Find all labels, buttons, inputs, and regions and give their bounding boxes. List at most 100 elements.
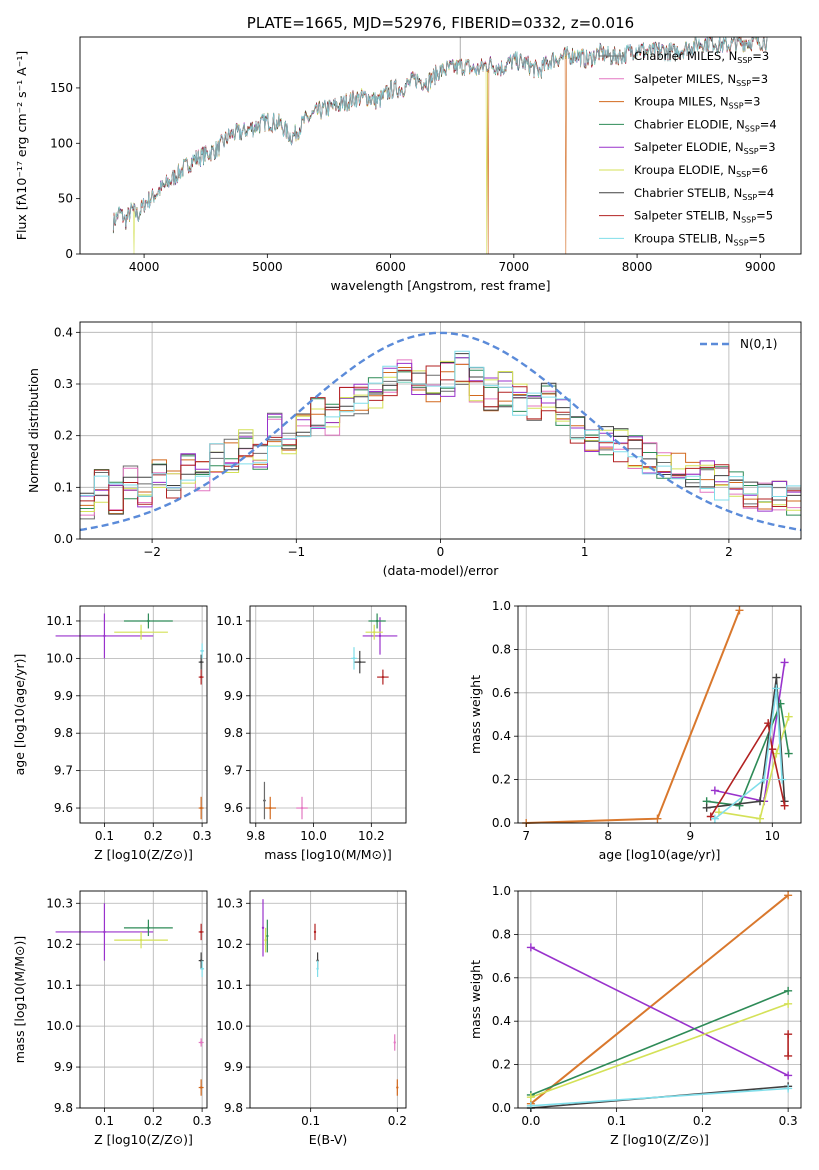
y-tick-label: 0.8 — [492, 927, 511, 941]
y-tick-label: 150 — [50, 81, 73, 95]
y-tick-label: 0.6 — [492, 686, 511, 700]
y-tick-label: 1.0 — [492, 884, 511, 898]
x-axis-label: Z [log10(Z/Z⊙)] — [94, 1132, 193, 1147]
x-tick-label: 8000 — [622, 260, 653, 274]
y-tick-label: 9.9 — [54, 1060, 73, 1074]
data-point — [396, 1086, 399, 1089]
data-point — [200, 649, 204, 653]
series-marker — [772, 673, 781, 682]
legend-label: Salpeter STELIB, NSSP=5 — [634, 209, 773, 225]
series-marker — [755, 797, 764, 806]
age_vs_mass-panel: 9.8 10.0 10.2 9.6 9.7 9.8 9.9 10.0 10.1 mass [log… — [216, 605, 407, 862]
x-tick-label: 0.1 — [301, 1114, 320, 1128]
x-tick-label: 0 — [437, 545, 445, 559]
series-marker — [702, 803, 711, 812]
x-tick-label: 5000 — [252, 260, 283, 274]
y-tick-label: 100 — [50, 136, 73, 150]
data-point — [393, 1041, 396, 1044]
data-point — [381, 675, 385, 679]
data-point — [261, 926, 265, 930]
x-tick-label: 2 — [725, 545, 733, 559]
series-marker — [735, 606, 744, 615]
legend-label: Kroupa ELODIE, NSSP=6 — [634, 163, 768, 179]
series-line-6 — [714, 688, 783, 820]
spectrum-panel: 4000 5000 6000 7000 8000 9000 0 50 100 150 wavelen… — [14, 14, 802, 293]
data-point — [139, 630, 143, 634]
age_vs_z-panel: 0.1 0.2 0.3 9.6 9.7 9.8 9.9 10.0 10.1 Z [log10(Z/… — [12, 605, 212, 862]
y-tick-label: 9.6 — [54, 801, 73, 815]
y-tick-label: 10.0 — [216, 1019, 243, 1033]
x-tick-label: −2 — [143, 545, 161, 559]
y-tick-label: 0.0 — [54, 532, 73, 546]
legend-label: Salpeter ELODIE, NSSP=3 — [634, 140, 776, 156]
x-tick-label: 0.1 — [95, 829, 114, 843]
series-line-3 — [530, 1003, 789, 1098]
y-tick-label: 0 — [65, 247, 73, 261]
series-marker — [784, 986, 793, 995]
x-tick-label: 6000 — [375, 260, 406, 274]
data-point — [199, 930, 203, 934]
y-tick-label: 9.7 — [224, 764, 243, 778]
series-marker — [735, 801, 744, 810]
y-axis-label: age [log10(age/yr)] — [12, 654, 27, 776]
x-tick-label: 0.2 — [144, 829, 163, 843]
series-marker — [706, 812, 715, 821]
data-point — [264, 938, 267, 942]
y-tick-label: 1.0 — [492, 599, 511, 613]
y-tick-label: 0.2 — [492, 1058, 511, 1072]
y-tick-label: 10.0 — [216, 651, 243, 665]
series-marker — [755, 814, 764, 823]
x-tick-label: 0.2 — [693, 1114, 712, 1128]
data-point — [147, 926, 150, 930]
data-point — [313, 930, 317, 934]
x-tick-label: 9 — [686, 829, 694, 843]
series-marker — [784, 1071, 793, 1080]
legend-label: Kroupa MILES, NSSP=3 — [634, 95, 760, 111]
data-point — [200, 967, 204, 970]
series-line-0 — [526, 609, 741, 824]
y-tick-label: 10.1 — [216, 614, 243, 628]
data-point — [269, 806, 272, 810]
x-tick-label: −1 — [287, 545, 305, 559]
y-tick-label: 10.1 — [216, 978, 243, 992]
x-tick-label: 0.2 — [144, 1114, 163, 1128]
data-point — [199, 1086, 203, 1089]
y-tick-label: 10.2 — [46, 937, 73, 951]
legend-label: Chabrier STELIB, NSSP=4 — [634, 186, 774, 202]
legend-label: Kroupa STELIB, NSSP=5 — [634, 231, 765, 247]
y-tick-label: 0.0 — [492, 816, 511, 830]
axes-frame — [517, 605, 802, 824]
y-axis-label: mass weight — [468, 675, 483, 754]
y-tick-label: 0.3 — [54, 377, 73, 391]
y-tick-label: 9.9 — [224, 689, 243, 703]
series-marker — [772, 684, 781, 693]
series-marker — [778, 775, 787, 784]
y-tick-label: 0.0 — [492, 1101, 511, 1115]
data-point — [199, 806, 203, 810]
series-marker — [764, 719, 773, 728]
legend-label: Salpeter MILES, NSSP=3 — [634, 72, 768, 88]
data-point — [103, 930, 106, 934]
series-marker — [784, 1084, 793, 1093]
x-axis-label: wavelength [Angstrom, rest frame] — [330, 278, 550, 293]
data-point — [263, 799, 266, 802]
y-tick-label: 10.0 — [46, 651, 73, 665]
y-axis-label: Flux [fλ10⁻¹⁷ erg cm⁻² s⁻¹ A⁻¹] — [14, 51, 29, 240]
series-marker — [710, 786, 719, 795]
x-tick-label: 9.8 — [246, 829, 265, 843]
x-tick-label: 10.0 — [300, 829, 327, 843]
massweight_vs_z-panel: 0.0 0.1 0.2 0.3 0.0 0.2 0.4 0.6 0.8 1.0 Z [log10(Z… — [468, 884, 802, 1147]
series-marker — [784, 1051, 793, 1060]
x-tick-label: 0.3 — [193, 829, 212, 843]
y-tick-label: 0.8 — [492, 642, 511, 656]
residuals-plot — [79, 331, 802, 532]
series-line-2 — [530, 990, 789, 1096]
x-axis-label: Z [log10(Z/Z⊙)] — [94, 847, 193, 862]
y-tick-label: 0.2 — [54, 429, 73, 443]
y-tick-label: 9.8 — [54, 1101, 73, 1115]
data-point — [103, 634, 106, 638]
x-tick-label: 0.1 — [607, 1114, 626, 1128]
x-tick-label: 10 — [765, 829, 780, 843]
spectrum-legend: Chabrier MILES, NSSP=3 Salpeter MILES, NS… — [599, 49, 777, 247]
